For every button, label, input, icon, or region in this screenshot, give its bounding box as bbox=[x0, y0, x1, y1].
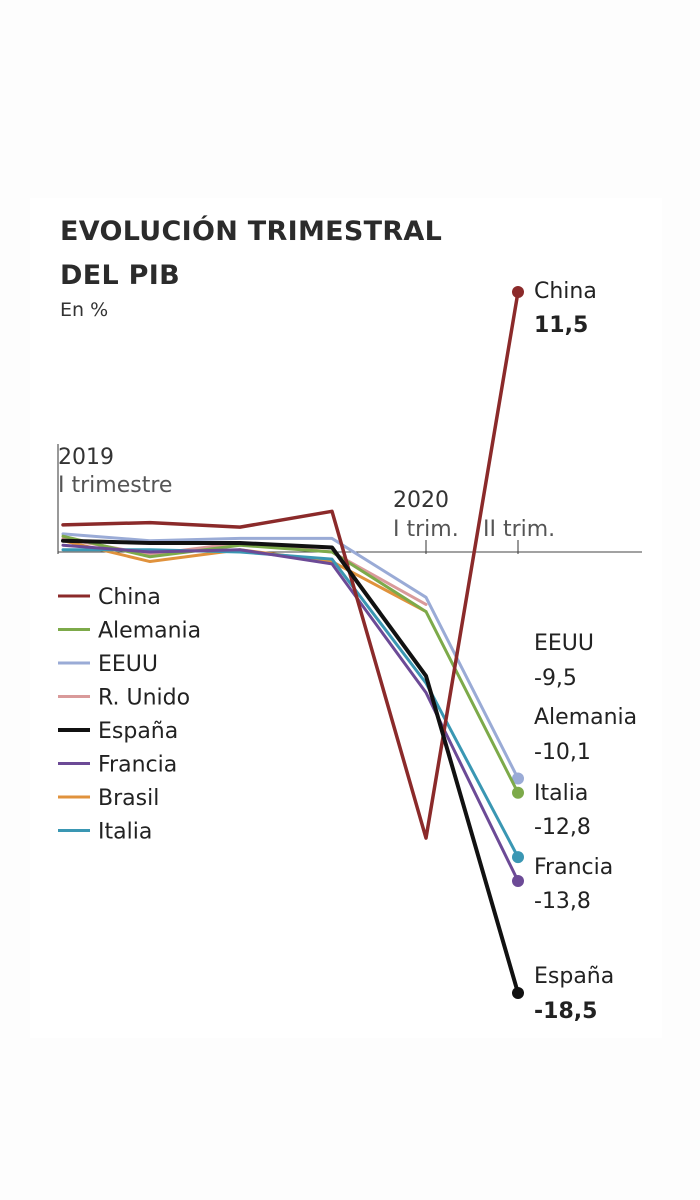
chart-title-line2: DEL PIB bbox=[60, 260, 180, 291]
legend-label-eeuu: EEUU bbox=[98, 652, 158, 677]
x-label-i-trimestre: I trimestre bbox=[58, 473, 172, 498]
series-line-espana bbox=[61, 538, 520, 995]
end-label-value-francia: -13,8 bbox=[534, 889, 591, 914]
end-labels: China 11,5 EEUU -9,5 Alemania -10,1 Italia -12,… bbox=[534, 279, 637, 1024]
end-point-italia bbox=[512, 851, 524, 864]
end-point-espana bbox=[512, 987, 524, 999]
end-label-name-italia: Italia bbox=[534, 781, 588, 806]
x-label-i-trim: I trim. bbox=[393, 517, 459, 542]
legend-label-china: China bbox=[98, 585, 161, 610]
end-label-name-espana: España bbox=[534, 964, 614, 989]
series-line-china bbox=[61, 290, 520, 840]
x-label-ii-trim: II trim. bbox=[483, 517, 555, 542]
end-label-name-alemania: Alemania bbox=[534, 705, 637, 730]
series-line-alemania bbox=[61, 534, 520, 795]
series-layer bbox=[61, 286, 524, 999]
end-label-value-eeuu: -9,5 bbox=[534, 666, 577, 691]
end-label-name-china: China bbox=[534, 279, 597, 304]
end-point-francia bbox=[512, 874, 524, 887]
end-label-value-espana: -18,5 bbox=[534, 999, 597, 1024]
end-label-value-china: 11,5 bbox=[534, 313, 588, 338]
end-label-value-alemania: -10,1 bbox=[534, 740, 591, 765]
x-label-2020: 2020 bbox=[393, 488, 449, 513]
end-point-china bbox=[512, 286, 524, 298]
legend-label-francia: Francia bbox=[98, 753, 177, 778]
end-point-eeuu bbox=[512, 772, 524, 785]
legend-label-r-unido: R. Unido bbox=[98, 686, 190, 711]
chart-card: EVOLUCIÓN TRIMESTRAL DEL PIB En % 2019 I… bbox=[30, 198, 662, 1038]
chart-unit: En % bbox=[60, 299, 108, 321]
end-point-alemania bbox=[512, 786, 524, 799]
series-line-eeuu bbox=[61, 532, 520, 780]
x-label-2019: 2019 bbox=[58, 445, 114, 470]
legend-label-alemania: Alemania bbox=[98, 619, 201, 644]
legend-label-espana: España bbox=[98, 719, 178, 744]
end-label-name-eeuu: EEUU bbox=[534, 631, 594, 656]
end-label-name-francia: Francia bbox=[534, 855, 613, 880]
legend: China Alemania EEUU R. Unido España Francia Br… bbox=[58, 585, 201, 845]
legend-label-brasil: Brasil bbox=[98, 786, 159, 811]
gdp-line-chart: EVOLUCIÓN TRIMESTRAL DEL PIB En % 2019 I… bbox=[57, 215, 642, 1024]
end-label-value-italia: -12,8 bbox=[534, 815, 591, 840]
legend-label-italia: Italia bbox=[98, 820, 152, 845]
chart-title-line1: EVOLUCIÓN TRIMESTRAL bbox=[60, 215, 442, 247]
